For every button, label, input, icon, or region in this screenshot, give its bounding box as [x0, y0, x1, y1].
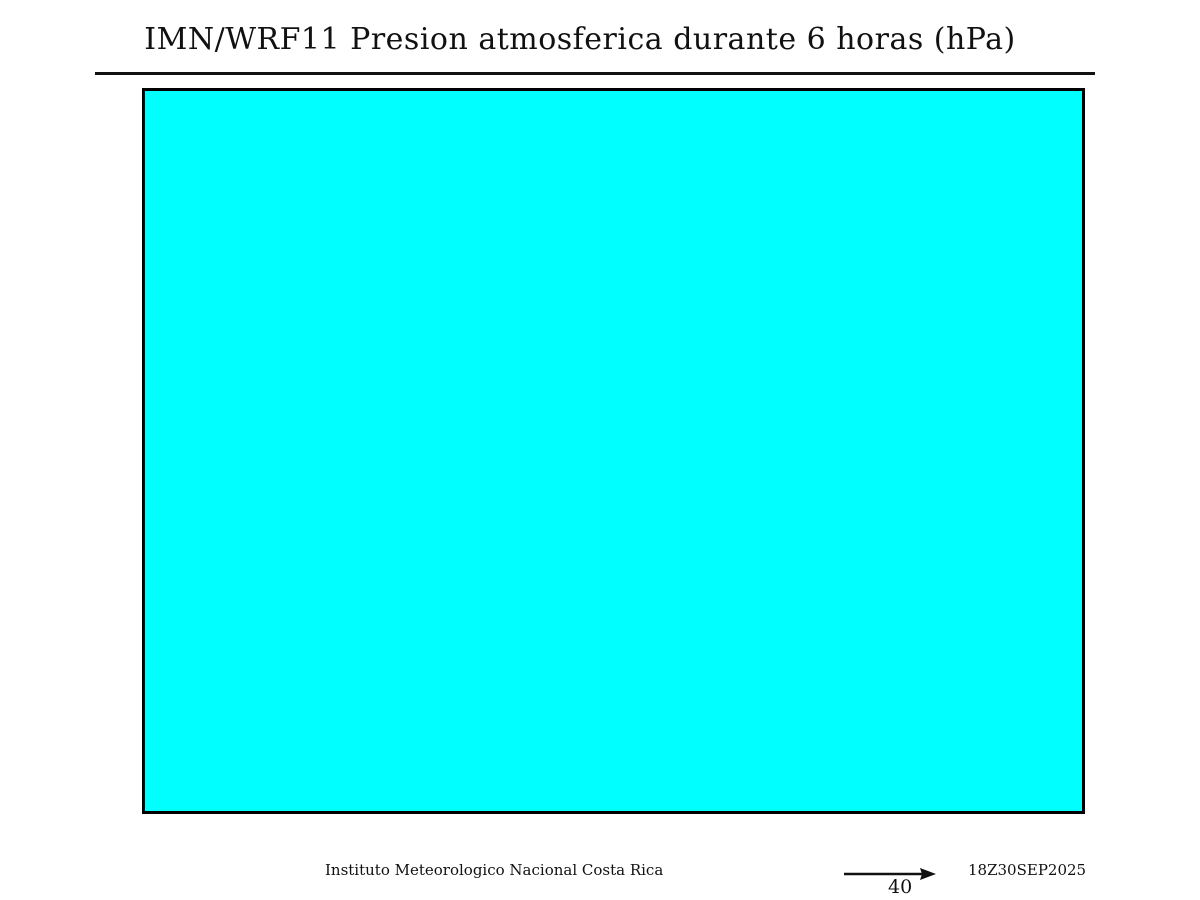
- wind-arrow-icon: [844, 868, 936, 880]
- footer-institution: Instituto Meteorologico Nacional Costa R…: [325, 861, 664, 879]
- footer-timestamp: 18Z30SEP2025: [968, 861, 1087, 879]
- title-underline: [95, 72, 1095, 75]
- colorbar[interactable]: [1118, 88, 1148, 814]
- map-plot-area[interactable]: [142, 88, 1085, 814]
- page-title: IMN/WRF11 Presion atmosferica durante 6 …: [144, 22, 1016, 57]
- wind-scale-key: 40: [840, 862, 950, 900]
- wind-scale-value: 40: [888, 876, 913, 898]
